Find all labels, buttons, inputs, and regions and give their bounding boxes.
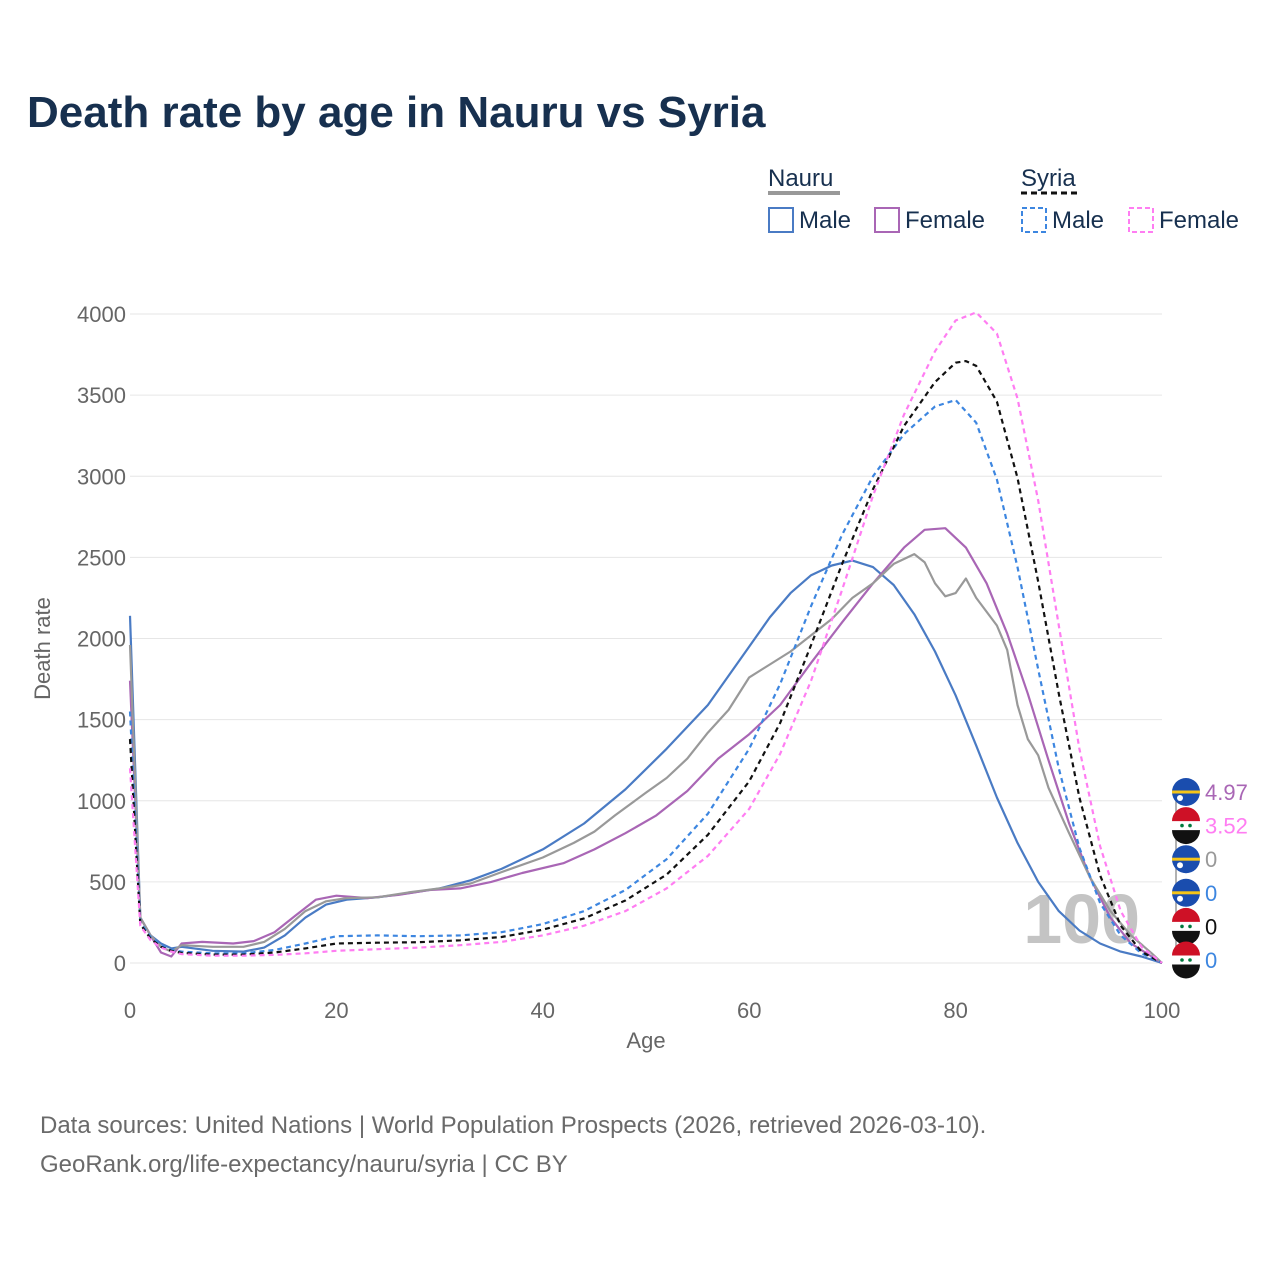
x-tick-label: 80 xyxy=(943,998,967,1023)
end-labels: 4.97 3.52 0 0 0 0 xyxy=(1172,778,1248,979)
x-axis-label: Age xyxy=(626,1028,665,1053)
syria-flag-star xyxy=(1180,958,1184,962)
x-tick-label: 60 xyxy=(737,998,761,1023)
y-axis-label: Death rate xyxy=(30,597,55,700)
x-tick-label: 0 xyxy=(124,998,136,1023)
legend-syria-male-swatch[interactable] xyxy=(1021,207,1047,233)
nauru-flag-star xyxy=(1177,895,1183,902)
legend[interactable]: Nauru Syria Male Female Male Female xyxy=(768,165,1239,234)
series-line-syria-total[interactable] xyxy=(128,360,1163,964)
end-label-value: 4.97 xyxy=(1205,780,1248,805)
x-tick-label: 100 xyxy=(1144,998,1181,1023)
y-tick-label: 1500 xyxy=(77,708,126,733)
legend-country-syria[interactable]: Syria xyxy=(1021,165,1076,192)
legend-syria-female-swatch[interactable] xyxy=(1128,207,1154,233)
y-tick-label: 500 xyxy=(89,870,126,895)
end-label-syria: 0 xyxy=(1172,907,1217,945)
syria-flag-red-band xyxy=(1172,941,1200,956)
legend-nauru-male-swatch[interactable] xyxy=(768,207,794,233)
y-tick-label: 2500 xyxy=(77,545,126,570)
legend-nauru-female-swatch[interactable] xyxy=(874,207,900,233)
series-line-syria-male[interactable] xyxy=(128,398,1163,964)
y-tick-label: 1000 xyxy=(77,789,126,814)
y-tick-label: 2000 xyxy=(77,627,126,652)
series-line-nauru-male[interactable] xyxy=(128,559,1163,965)
end-label-value: 0 xyxy=(1205,914,1217,939)
end-label-syria: 0 xyxy=(1172,941,1217,979)
series-line-nauru-female[interactable] xyxy=(128,527,1163,964)
age-watermark: 100 xyxy=(1023,880,1140,958)
source-line-1: Data sources: United Nations | World Pop… xyxy=(40,1112,987,1139)
syria-flag-star xyxy=(1188,823,1192,828)
end-label-nauru: 0 xyxy=(1172,845,1217,874)
legend-country-nauru[interactable]: Nauru xyxy=(768,165,833,192)
syria-flag-star xyxy=(1180,823,1184,828)
nauru-flag-star xyxy=(1177,795,1183,801)
syria-flag-black-band xyxy=(1172,930,1200,945)
end-label-nauru: 4.97 xyxy=(1172,778,1248,806)
end-label-value: 0 xyxy=(1205,847,1217,872)
y-tick-label: 4000 xyxy=(77,302,126,327)
chart-title: Death rate by age in Nauru vs Syria xyxy=(27,88,766,137)
end-label-nauru: 0 xyxy=(1172,878,1217,907)
gridlines xyxy=(130,313,1162,964)
syria-flag-red-band xyxy=(1172,807,1200,822)
syria-flag-star xyxy=(1188,958,1192,962)
legend-nauru-female-label[interactable]: Female xyxy=(905,207,985,234)
syria-flag-star xyxy=(1180,924,1184,929)
syria-flag-red-band xyxy=(1172,907,1200,922)
source-note: Data sources: United Nations | World Pop… xyxy=(40,1106,986,1184)
series-line-syria-female[interactable] xyxy=(128,311,1163,964)
legend-nauru-male-label[interactable]: Male xyxy=(799,207,851,234)
legend-syria-female-label[interactable]: Female xyxy=(1159,207,1239,234)
y-tick-label: 3000 xyxy=(77,464,126,489)
source-line-2[interactable]: GeoRank.org/life-expectancy/nauru/syria … xyxy=(40,1151,568,1178)
end-label-value: 3.52 xyxy=(1205,814,1248,839)
series-lines xyxy=(128,311,1163,965)
nauru-flag-stripe xyxy=(1172,891,1200,895)
nauru-flag-star xyxy=(1177,862,1183,869)
nauru-flag-stripe xyxy=(1172,790,1200,794)
end-label-value: 0 xyxy=(1205,948,1217,973)
legend-syria-male-label[interactable]: Male xyxy=(1052,207,1104,234)
x-tick-label: 20 xyxy=(324,998,348,1023)
y-tick-label: 3500 xyxy=(77,383,126,408)
nauru-flag-stripe xyxy=(1172,857,1200,861)
syria-flag-star xyxy=(1188,924,1192,929)
axes: 0 500 1000 1500 2000 2500 3000 3500 4000 0 20 40 60 8… xyxy=(30,302,1180,1053)
y-tick-label: 0 xyxy=(114,951,126,976)
series-line-nauru-total[interactable] xyxy=(128,553,1163,964)
end-label-syria: 3.52 xyxy=(1172,807,1248,845)
end-label-value: 0 xyxy=(1205,881,1217,906)
x-tick-label: 40 xyxy=(531,998,555,1023)
syria-flag-black-band xyxy=(1172,964,1200,979)
syria-flag-black-band xyxy=(1172,830,1200,845)
